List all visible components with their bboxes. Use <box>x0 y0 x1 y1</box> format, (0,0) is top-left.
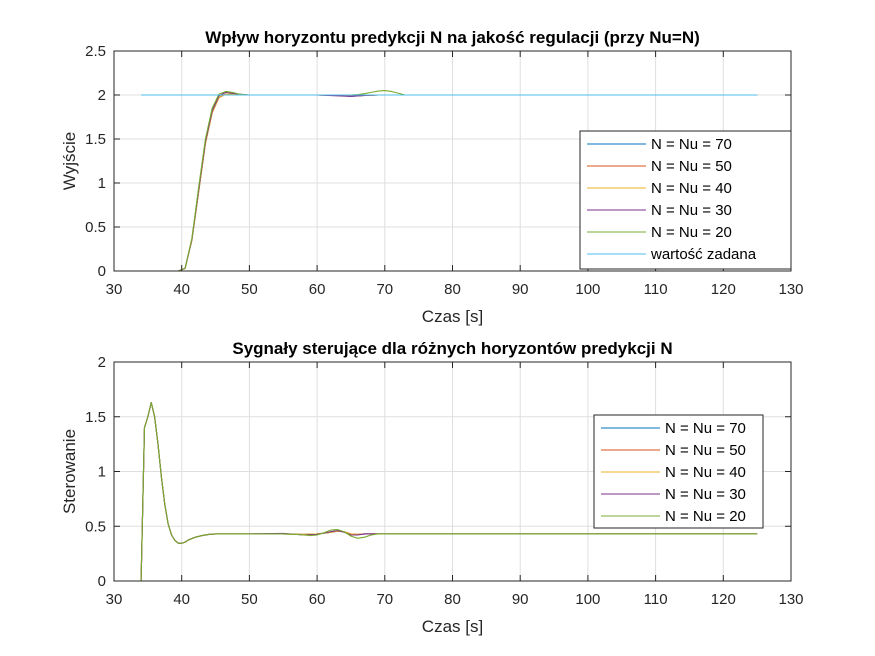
y-tick-label: 1.5 <box>85 409 106 426</box>
y-tick-label: 2 <box>98 354 106 371</box>
series-line-4 <box>140 401 758 582</box>
x-tick-label: 120 <box>711 591 736 608</box>
x-tick-label: 40 <box>173 591 190 608</box>
x-tick-label: 60 <box>309 281 326 298</box>
x-tick-label: 130 <box>778 281 803 298</box>
x-tick-label: 40 <box>173 281 190 298</box>
y-tick-label: 1.5 <box>85 131 106 148</box>
legend: N = Nu = 70 N = Nu = 50 N = Nu = 40 N = Nu … <box>579 130 792 270</box>
legend-label-0: N = Nu = 70 <box>651 136 732 153</box>
x-tick-label: 120 <box>711 281 736 298</box>
x-tick-label: 30 <box>106 281 123 298</box>
x-tick-label: 60 <box>309 591 326 608</box>
x-tick-label: 30 <box>106 591 123 608</box>
x-tick-label: 100 <box>575 591 600 608</box>
y-axis-label: Sterowanie <box>60 429 79 514</box>
x-tick-label: 110 <box>644 591 668 608</box>
legend-label-1: N = Nu = 50 <box>665 442 746 459</box>
y-tick-label: 1 <box>98 175 106 192</box>
x-tick-label: 110 <box>644 281 668 298</box>
x-tick-label: 70 <box>376 591 393 608</box>
legend-label-4: N = Nu = 20 <box>665 508 746 525</box>
chart-title: Wpływ horyzontu predykcji N na jakość re… <box>205 28 700 47</box>
legend: N = Nu = 70 N = Nu = 50 N = Nu = 40 N = Nu … <box>593 414 764 529</box>
x-axis-label: Czas [s] <box>422 307 483 326</box>
y-tick-label: 0 <box>98 573 106 590</box>
y-tick-label: 2 <box>98 87 106 104</box>
x-tick-label: 90 <box>512 591 529 608</box>
legend-label-0: N = Nu = 70 <box>665 420 746 437</box>
x-tick-label: 80 <box>444 591 461 608</box>
legend-label-4: N = Nu = 20 <box>651 224 732 241</box>
x-tick-label: 90 <box>512 281 529 298</box>
legend-label-2: N = Nu = 40 <box>651 180 732 197</box>
legend-label-3: N = Nu = 30 <box>665 486 746 503</box>
control-chart: 30 40 50 60 70 80 90 100 110 120 130 0 0.5 1 1.5 2 Sygna… <box>60 339 804 636</box>
output-chart: 30 40 50 60 70 80 90 100 110 120 130 0 0.5 1 1.5 2 2.5 Wp… <box>60 28 804 326</box>
legend-label-5: wartość zadana <box>650 246 757 263</box>
y-tick-label: 0.5 <box>85 518 106 535</box>
x-tick-label: 100 <box>575 281 600 298</box>
x-tick-label: 50 <box>241 281 258 298</box>
x-tick-label: 80 <box>444 281 461 298</box>
x-tick-label: 130 <box>778 591 803 608</box>
legend-label-2: N = Nu = 40 <box>665 464 746 481</box>
chart-title: Sygnały sterujące dla różnych horyzontów… <box>232 339 672 358</box>
legend-label-3: N = Nu = 30 <box>651 202 732 219</box>
x-tick-label: 50 <box>241 591 258 608</box>
x-tick-label: 70 <box>376 281 393 298</box>
y-tick-label: 1 <box>98 464 106 481</box>
x-axis-label: Czas [s] <box>422 617 483 636</box>
y-tick-label: 2.5 <box>85 43 106 60</box>
y-tick-label: 0.5 <box>85 219 106 236</box>
y-axis-label: Wyjście <box>60 132 79 190</box>
y-tick-label: 0 <box>98 263 106 280</box>
legend-label-1: N = Nu = 50 <box>651 158 732 175</box>
legend-box <box>579 130 792 270</box>
